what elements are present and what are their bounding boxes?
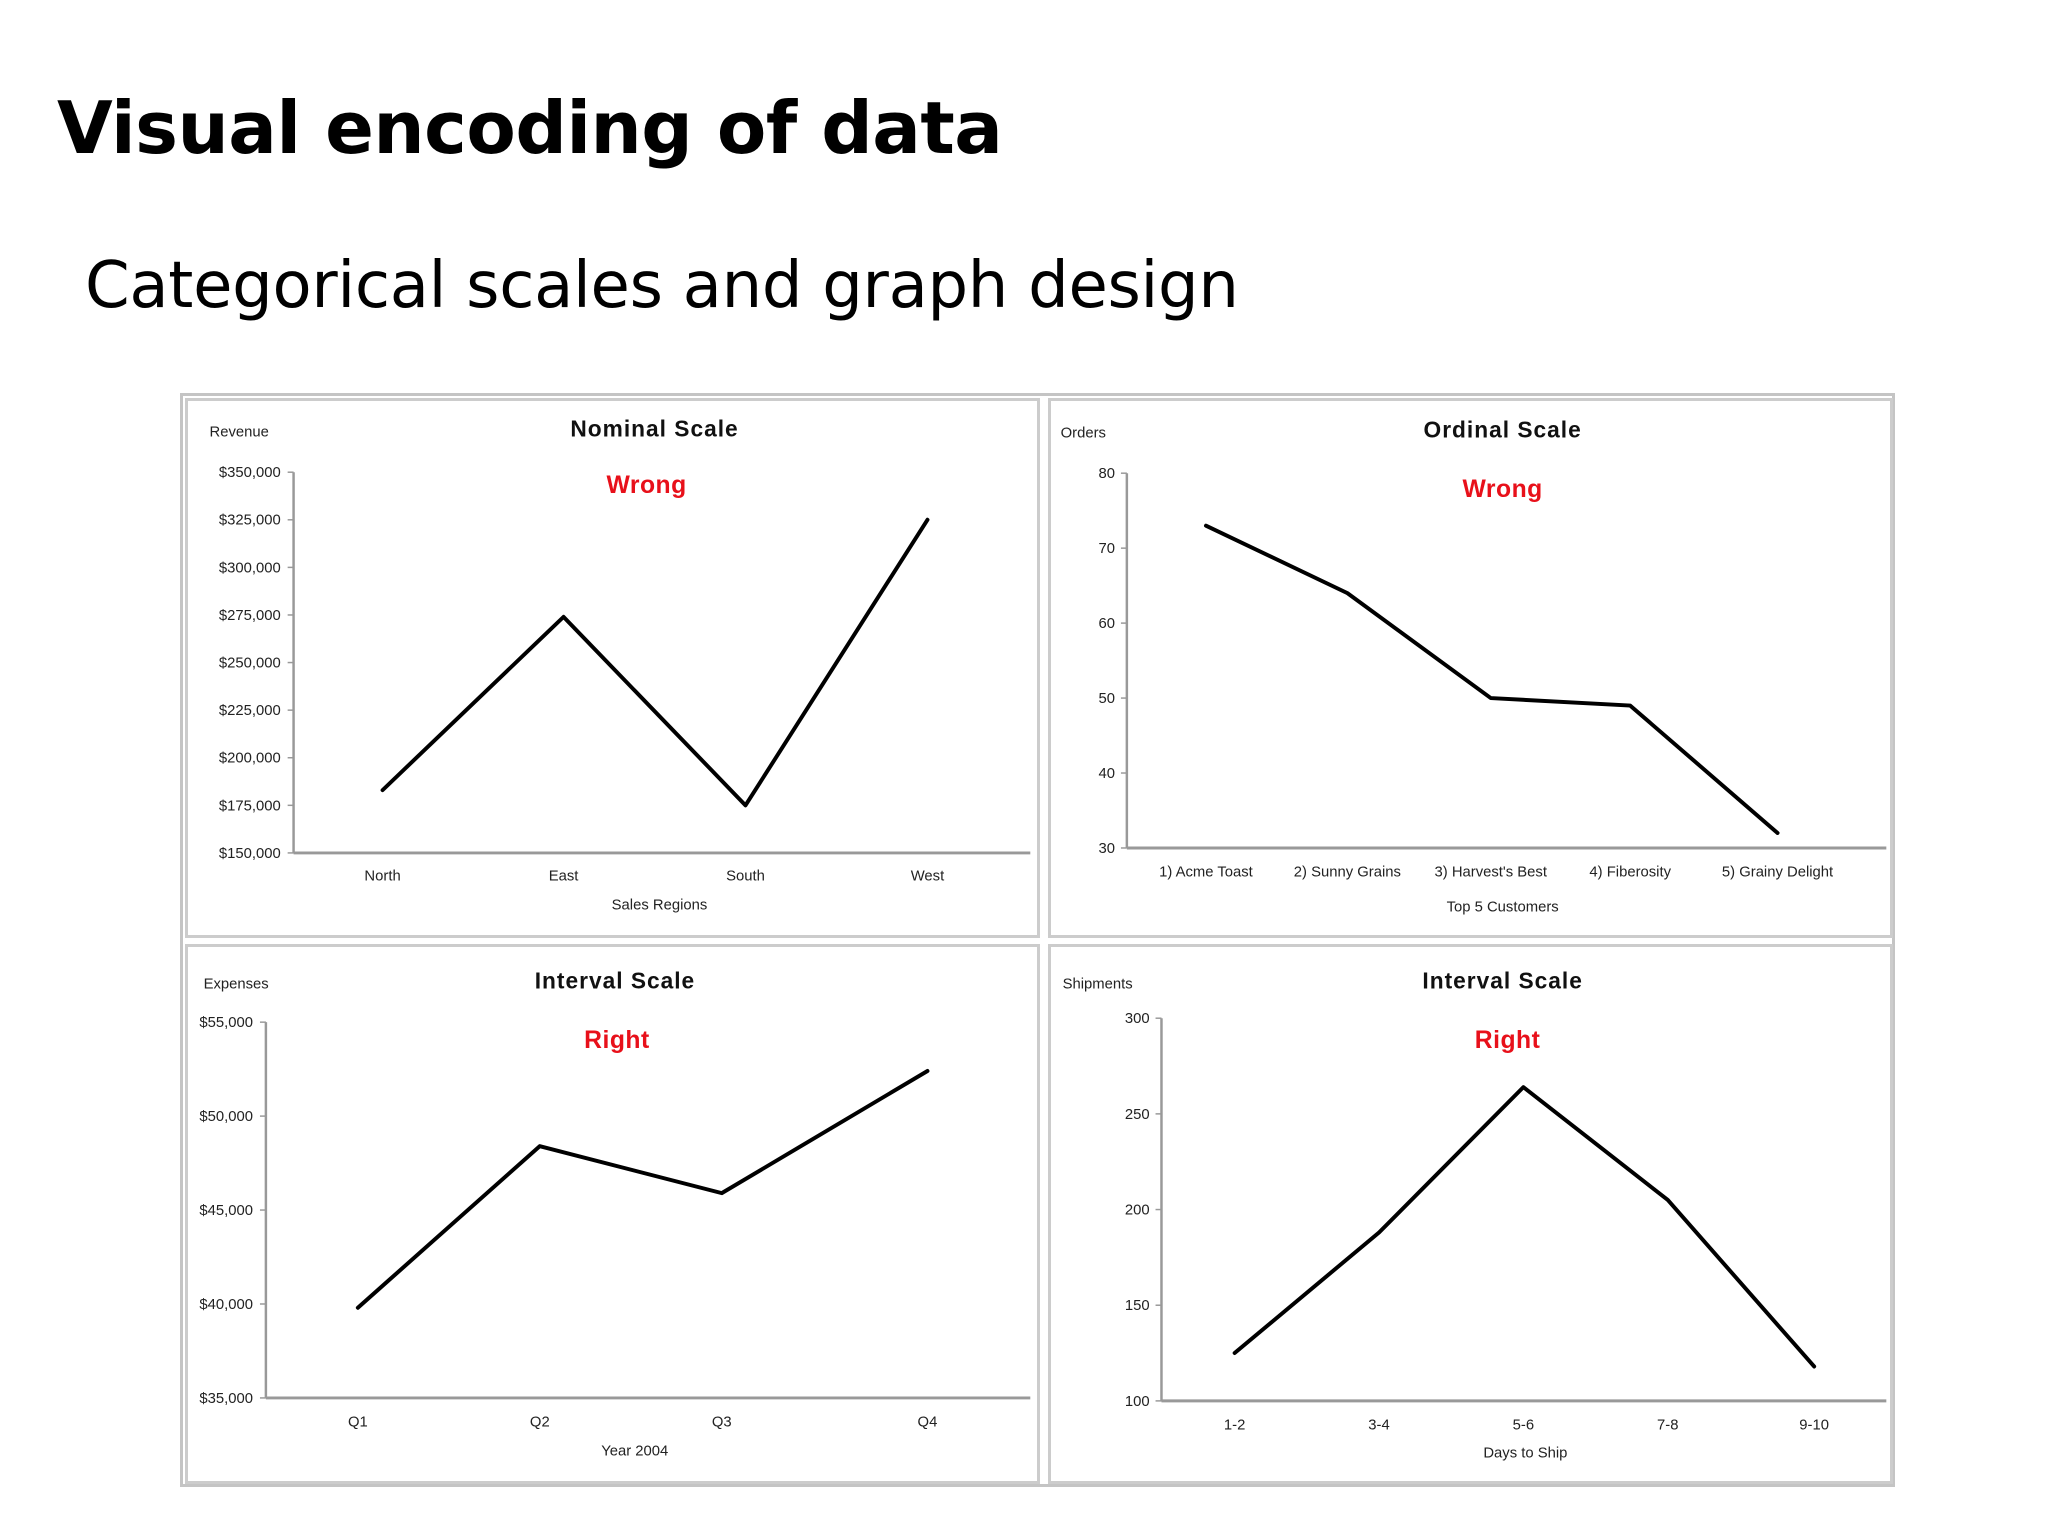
x-tick-label: 4) Fiberosity bbox=[1589, 865, 1671, 881]
series-line bbox=[380, 517, 930, 808]
data-point bbox=[1377, 1231, 1381, 1234]
y-tick-label: $300,000 bbox=[219, 560, 281, 576]
x-tick-label: 2) Sunny Grains bbox=[1294, 865, 1401, 881]
chart-title: Nominal Scale bbox=[570, 416, 738, 442]
y-axis-label: Shipments bbox=[1063, 977, 1133, 993]
x-tick-label: West bbox=[911, 869, 945, 885]
slide-title: Visual encoding of data bbox=[57, 86, 1003, 170]
y-tick-label: $40,000 bbox=[199, 1297, 253, 1313]
data-point bbox=[925, 1069, 929, 1073]
y-tick-label: 150 bbox=[1125, 1298, 1150, 1314]
verdict-label: Wrong bbox=[606, 472, 686, 499]
x-tick-label: 3) Harvest's Best bbox=[1435, 865, 1548, 881]
y-tick-label: 70 bbox=[1098, 541, 1115, 557]
data-point bbox=[538, 1144, 542, 1148]
chart-title: Ordinal Scale bbox=[1424, 417, 1582, 443]
data-point bbox=[1233, 1351, 1237, 1355]
x-tick-label: South bbox=[726, 869, 765, 885]
x-tick-label: Q4 bbox=[918, 1415, 938, 1431]
data-point bbox=[1521, 1085, 1525, 1089]
y-axis-label: Revenue bbox=[210, 425, 269, 441]
verdict-label: Right bbox=[584, 1027, 650, 1054]
y-tick-label: $150,000 bbox=[219, 846, 281, 862]
chart-panel-interval-shipments: Shipments Interval Scale Right 100 150 200 250… bbox=[1048, 944, 1893, 1484]
y-tick-label: 80 bbox=[1098, 466, 1115, 482]
slide-subtitle: Categorical scales and graph design bbox=[85, 249, 1239, 323]
y-tick-label: $275,000 bbox=[219, 608, 281, 624]
y-tick-label: $35,000 bbox=[199, 1391, 253, 1407]
series-line bbox=[1232, 1085, 1817, 1369]
x-tick-label: Q3 bbox=[712, 1415, 732, 1431]
y-tick-label: $250,000 bbox=[219, 656, 281, 672]
y-tick-label: $55,000 bbox=[199, 1015, 253, 1031]
data-point bbox=[1345, 591, 1349, 595]
x-axis-title: Sales Regions bbox=[612, 897, 708, 913]
y-tick-label: $200,000 bbox=[219, 751, 281, 767]
data-point bbox=[1666, 1198, 1670, 1202]
chart-figure: Revenue Nominal Scale Wrong $150,000 $175,00… bbox=[180, 393, 1895, 1487]
y-tick-label: $350,000 bbox=[219, 465, 281, 481]
x-tick-label: Q2 bbox=[530, 1415, 550, 1431]
data-point bbox=[1204, 524, 1208, 528]
y-tick-label: $45,000 bbox=[199, 1203, 253, 1219]
x-tick-label: 5-6 bbox=[1513, 1418, 1534, 1434]
chart-title: Interval Scale bbox=[1422, 968, 1582, 994]
x-tick-label: 9-10 bbox=[1799, 1418, 1829, 1434]
verdict-label: Right bbox=[1475, 1027, 1541, 1054]
y-tick-label: $225,000 bbox=[219, 703, 281, 719]
y-tick-label: $325,000 bbox=[219, 513, 281, 529]
y-axis-label: Orders bbox=[1061, 426, 1106, 442]
series-line bbox=[355, 1069, 930, 1310]
data-point bbox=[562, 615, 566, 619]
chart-panel-interval-expenses: Expenses Interval Scale Right $35,000 $40,00… bbox=[185, 944, 1040, 1484]
verdict-label: Wrong bbox=[1462, 476, 1542, 503]
x-tick-label: North bbox=[364, 869, 400, 885]
chart-panel-nominal: Revenue Nominal Scale Wrong $150,000 $175,00… bbox=[185, 398, 1040, 938]
x-axis-title: Top 5 Customers bbox=[1447, 899, 1559, 915]
data-point bbox=[1812, 1365, 1816, 1368]
y-tick-label: 30 bbox=[1098, 841, 1115, 857]
data-point bbox=[381, 788, 385, 792]
data-point bbox=[744, 803, 747, 807]
y-tick-label: 200 bbox=[1125, 1202, 1150, 1218]
y-tick-label: 300 bbox=[1125, 1011, 1150, 1027]
data-point bbox=[720, 1191, 724, 1195]
y-axis-label: Expenses bbox=[204, 977, 269, 993]
x-tick-label: 1) Acme Toast bbox=[1159, 865, 1254, 881]
x-tick-label: 7-8 bbox=[1657, 1418, 1678, 1434]
data-point bbox=[356, 1306, 360, 1310]
data-point bbox=[1489, 696, 1493, 700]
series-line bbox=[1203, 523, 1780, 835]
y-tick-label: 250 bbox=[1125, 1107, 1150, 1123]
x-tick-label: 3-4 bbox=[1368, 1418, 1389, 1434]
y-tick-label: $175,000 bbox=[219, 798, 281, 814]
data-point bbox=[1628, 704, 1632, 708]
chart-title: Interval Scale bbox=[535, 968, 695, 994]
x-tick-label: East bbox=[549, 869, 580, 885]
data-point bbox=[925, 518, 929, 522]
y-tick-label: 40 bbox=[1098, 766, 1115, 782]
x-axis-title: Days to Ship bbox=[1483, 1445, 1567, 1461]
y-tick-label: $50,000 bbox=[199, 1109, 253, 1125]
y-tick-label: 100 bbox=[1125, 1394, 1150, 1410]
chart-panel-ordinal: Orders Ordinal Scale Wrong 30 40 50 60 70 80 1) A… bbox=[1048, 398, 1893, 938]
x-axis-title: Year 2004 bbox=[601, 1443, 668, 1459]
y-tick-label: 50 bbox=[1098, 691, 1115, 707]
x-tick-label: 1-2 bbox=[1224, 1418, 1245, 1434]
data-point bbox=[1776, 831, 1780, 835]
x-tick-label: Q1 bbox=[348, 1415, 368, 1431]
x-tick-label: 5) Grainy Delight bbox=[1722, 865, 1834, 881]
y-tick-label: 60 bbox=[1098, 616, 1115, 632]
